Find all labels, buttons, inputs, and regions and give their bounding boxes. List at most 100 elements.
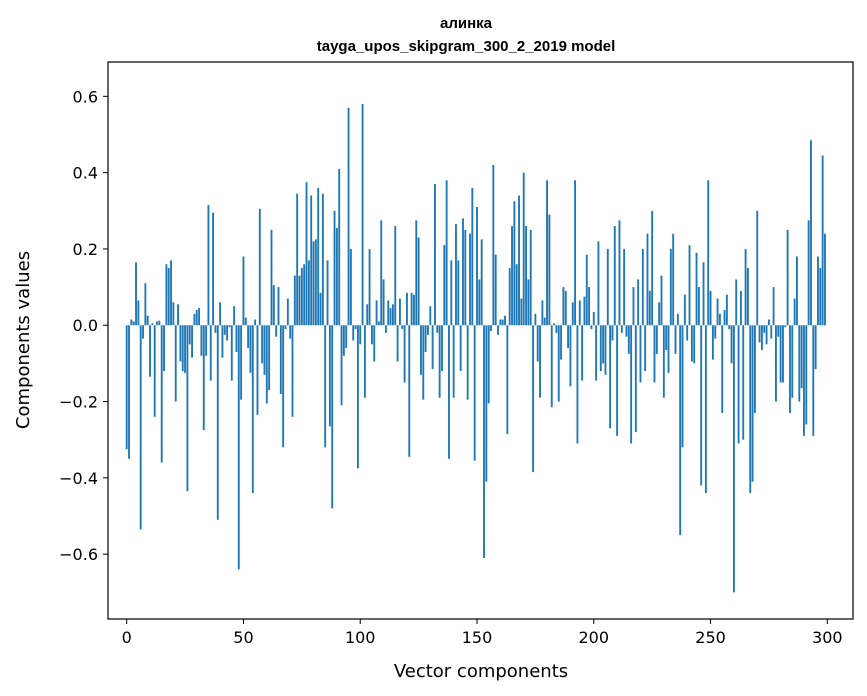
bar-136 [443,245,446,326]
bar-97 [352,325,355,341]
y-axis-label: Components values [13,251,34,429]
bar-237 [679,325,682,536]
chart-title: алинка [440,15,493,32]
bar-84 [321,193,324,326]
bar-180 [546,180,548,326]
bar-174 [532,325,534,473]
bar-188 [564,290,567,326]
bar-18 [167,268,170,326]
bar-34 [205,325,208,356]
bar-113 [389,308,392,326]
bar-202 [597,241,600,326]
bar-193 [576,325,579,444]
bar-13 [156,321,158,326]
bar-210 [616,325,619,436]
bar-35 [207,205,210,326]
bar-135 [441,325,443,372]
bar-83 [319,292,322,326]
bar-68 [284,325,287,330]
bar-69 [286,298,289,326]
bar-219 [637,279,640,326]
bar-44 [228,325,231,328]
bar-85 [324,325,327,448]
bar-160 [499,319,502,326]
bar-38 [214,325,217,333]
bar-8 [144,283,147,326]
bar-73 [296,193,299,326]
y-tick-label-3: 0.0 [73,316,98,335]
chart-subtitle: tayga_upos_skipgram_300_2_2019 model [317,38,616,55]
bar-178 [541,300,544,326]
bar-269 [753,325,756,413]
bar-67 [282,325,285,448]
bar-285 [791,325,794,398]
bar-56 [256,325,259,415]
bar-206 [606,248,609,326]
bar-252 [714,325,717,339]
bar-76 [303,264,306,326]
bar-212 [620,325,623,333]
bar-33 [202,325,205,431]
bar-213 [623,248,626,326]
bar-156 [490,325,492,331]
x-tick-label-0: 0 [122,628,132,647]
bar-231 [665,325,668,351]
bar-27 [188,325,191,345]
bar-251 [711,325,714,360]
bar-105 [370,325,373,345]
bar-233 [669,248,672,326]
bar-103 [366,304,369,326]
bar-289 [800,325,803,389]
bar-294 [812,325,815,436]
bar-65 [277,287,280,326]
bar-221 [641,248,644,326]
bar-190 [569,325,572,387]
bar-167 [515,264,518,326]
bar-90 [335,227,338,326]
bar-120 [406,292,408,326]
bar-7 [142,325,144,339]
bar-149 [473,325,476,461]
bar-115 [394,226,397,326]
bar-46 [233,306,236,326]
bar-281 [782,325,784,383]
bar-284 [789,325,791,413]
bar-14 [158,320,161,326]
bar-28 [191,325,194,358]
bar-162 [504,315,506,326]
y-axis-ticks: −0.6 −0.4 −0.2 0.0 0.2 0.4 0.6 [59,87,108,564]
bar-109 [380,220,383,326]
bar-270 [756,210,759,326]
bar-142 [457,260,460,326]
bar-139 [450,260,453,326]
bar-245 [697,287,700,326]
bar-95 [347,107,350,326]
bar-176 [536,325,539,362]
bar-143 [459,325,462,372]
bar-203 [599,325,602,372]
bar-293 [810,140,812,326]
bar-242 [690,325,693,362]
bar-241 [688,245,691,326]
bar-45 [230,325,233,381]
y-tick-label-4: 0.2 [73,240,98,259]
bar-16 [163,325,165,372]
bar-201 [595,325,598,381]
bar-164 [508,268,511,326]
bar-271 [758,325,761,343]
bar-195 [581,325,584,381]
bar-253 [716,298,719,326]
bar-78 [307,260,310,326]
bar-268 [751,325,754,482]
bar-267 [749,325,752,494]
bar-53 [249,325,252,373]
bar-248 [704,325,707,494]
bar-243 [693,325,696,364]
bar-264 [742,325,745,440]
bar-266 [746,268,749,326]
bar-147 [469,233,471,326]
bar-155 [487,325,490,404]
bar-41 [221,325,224,358]
bar-133 [436,325,439,333]
y-tick-label-0: −0.6 [59,545,98,564]
